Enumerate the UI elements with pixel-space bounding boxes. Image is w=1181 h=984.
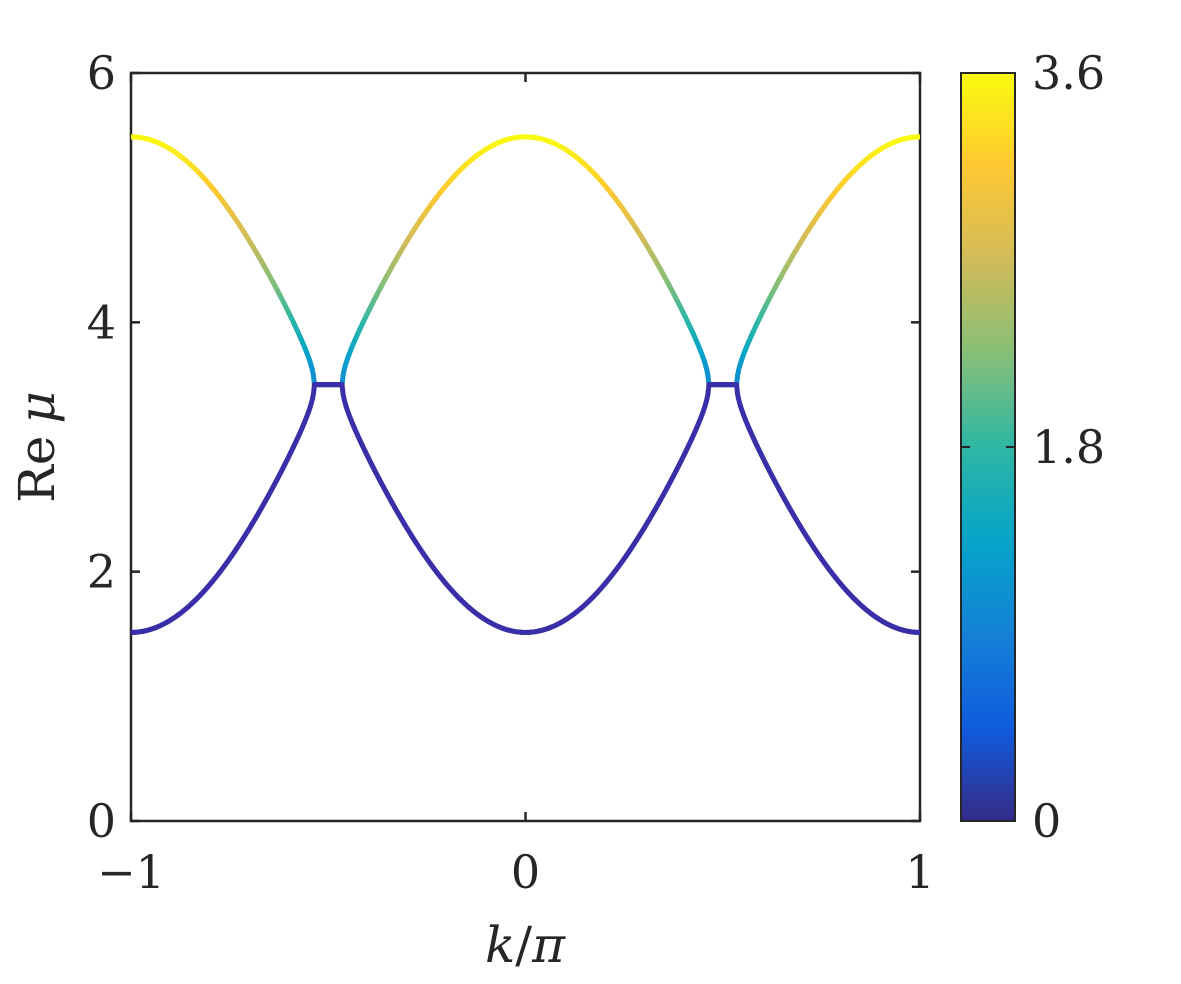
colorbar-ticks — [961, 72, 1015, 822]
y-axis-label-func: Re — [8, 436, 66, 503]
x-tick-labels: −1 0 1 — [97, 845, 935, 899]
x-axis-label-sep: / — [515, 916, 532, 974]
colorbar-tick-label: 3.6 — [1032, 46, 1105, 100]
y-tick-label: 0 — [87, 794, 116, 848]
y-tick-labels: 0 2 4 6 — [87, 46, 116, 848]
x-tick-label: −1 — [97, 845, 165, 899]
x-tick-label: 1 — [905, 845, 934, 899]
colorbar-tick-labels: 0 1.8 3.6 — [1032, 46, 1105, 848]
colorbar-tick-label: 1.8 — [1032, 420, 1105, 474]
x-axis-label: k/π — [485, 916, 566, 974]
x-axis-label-var: k — [485, 916, 515, 974]
y-axis-label: Re μ — [8, 391, 66, 503]
y-tick-label: 4 — [87, 295, 116, 349]
y-axis-label-var: μ — [8, 391, 66, 424]
y-tick-label: 2 — [87, 545, 116, 599]
plot-area — [129, 71, 922, 823]
colorbar-tick-label: 0 — [1032, 794, 1061, 848]
axis-ticks — [129, 71, 922, 823]
x-axis-label-den: π — [531, 916, 566, 974]
band-curves — [131, 134, 920, 635]
x-tick-label: 0 — [511, 845, 540, 899]
y-tick-label: 6 — [87, 46, 116, 100]
